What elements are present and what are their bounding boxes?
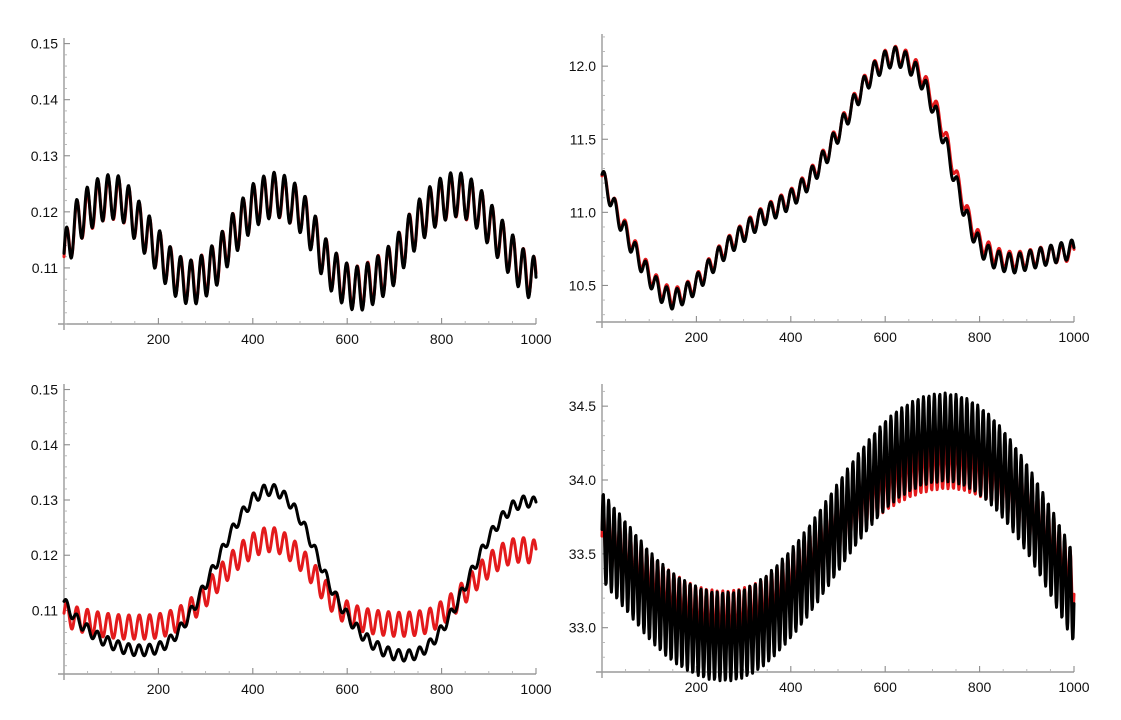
- x-tick-label: 1000: [1058, 679, 1089, 695]
- series-black-line: [600, 391, 1076, 683]
- y-tick-label: 12.0: [569, 58, 596, 74]
- chart-panel-2: 200 400 600 800 1000 10.5 11.0 11.5 12.0: [569, 34, 1090, 345]
- y-tick-label: 11.5: [570, 131, 596, 147]
- series-black-line: [62, 170, 538, 312]
- y-tick-label: 34.0: [569, 472, 596, 488]
- chart-panel-3: 200 400 600 800 1000 0.11 0.12 0.13 0.14 0.15: [31, 382, 552, 697]
- y-tick-label: 0.11: [32, 602, 58, 618]
- y-tick-label: 33.0: [569, 620, 596, 636]
- x-tick-label: 400: [779, 329, 803, 345]
- x-tick-label: 1000: [520, 331, 551, 347]
- x-tick-label: 400: [779, 679, 803, 695]
- y-tick-label: 10.5: [569, 277, 596, 293]
- chart-panel-1: 200 400 600 800 1000 0.11 0.12 0.13 0.14 0.15: [31, 36, 552, 347]
- series-black-line: [62, 483, 538, 663]
- x-tick-label: 1000: [1058, 329, 1089, 345]
- x-tick-label: 400: [241, 331, 265, 347]
- x-tick-label: 600: [874, 679, 898, 695]
- x-tick-label: 1000: [520, 681, 551, 697]
- y-tick-label: 0.14: [31, 92, 58, 108]
- series-black-line: [600, 45, 1076, 311]
- x-tick-label: 600: [336, 331, 360, 347]
- x-tick-label: 800: [430, 681, 454, 697]
- y-tick-label: 0.13: [31, 148, 58, 164]
- x-tick-label: 200: [147, 681, 171, 697]
- x-tick-label: 200: [685, 679, 709, 695]
- x-tick-label: 200: [685, 329, 709, 345]
- y-tick-label: 0.15: [31, 36, 58, 52]
- y-tick-label: 0.12: [31, 547, 58, 563]
- x-tick-label: 600: [336, 681, 360, 697]
- x-tick-label: 800: [968, 329, 992, 345]
- series-red-line: [62, 526, 538, 641]
- x-tick-label: 200: [147, 331, 171, 347]
- series-red-line: [62, 172, 538, 309]
- y-tick-label: 33.5: [569, 546, 596, 562]
- y-tick-label: 34.5: [569, 398, 596, 414]
- y-tick-label: 0.15: [31, 382, 58, 398]
- x-tick-label: 800: [968, 679, 992, 695]
- x-tick-label: 400: [241, 681, 265, 697]
- y-tick-label: 0.13: [31, 492, 58, 508]
- y-tick-label: 0.14: [31, 437, 58, 453]
- y-tick-label: 0.11: [32, 260, 58, 276]
- x-tick-label: 600: [874, 329, 898, 345]
- x-tick-label: 800: [430, 331, 454, 347]
- y-tick-label: 11.0: [570, 204, 596, 220]
- y-tick-label: 0.12: [31, 204, 58, 220]
- chart-panel-4: 200 400 600 800 1000 33.0 33.5 34.0 34.5: [569, 384, 1090, 695]
